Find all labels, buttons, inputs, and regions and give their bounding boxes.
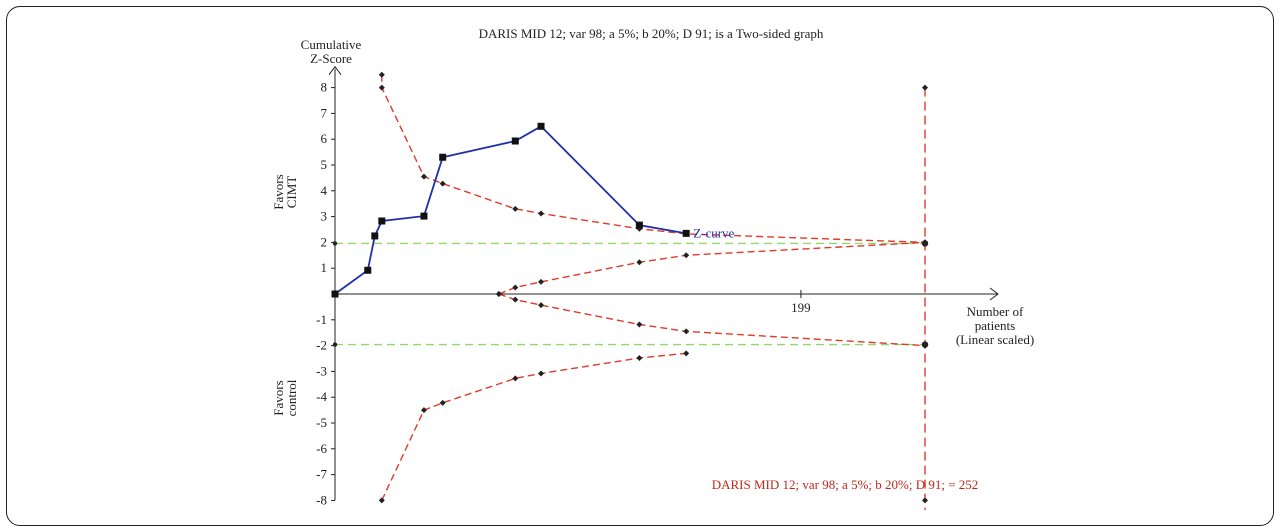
ris-marker-3 <box>922 497 928 504</box>
y-tick-label-0: 8 <box>321 80 328 95</box>
z-curve-label: Z-curve <box>693 225 734 240</box>
x-axis-label-line1: Number of <box>967 304 1024 319</box>
x-tick-label-199: 199 <box>791 300 811 315</box>
futility-lower-point-4 <box>683 328 690 335</box>
upper-boundary-point-2 <box>420 173 427 180</box>
upper-boundary-point-0 <box>378 71 385 78</box>
y-tick-label-12: -5 <box>316 415 327 430</box>
conventional-marker-lower <box>332 342 338 347</box>
lower-boundary-point-6 <box>683 350 690 357</box>
futility-lower-point-2 <box>538 302 545 309</box>
upper-boundary-point-1 <box>378 84 385 91</box>
favors-top-line1: Favors <box>271 174 286 209</box>
y-axis-label-line2: Z-Score <box>310 51 352 66</box>
y-axis-arrow <box>328 65 342 75</box>
y-tick-label-6: 2 <box>321 234 328 249</box>
futility-lower-point-3 <box>636 321 643 328</box>
y-tick-label-15: -8 <box>316 492 327 507</box>
futility-lower-line <box>498 293 926 347</box>
upper-boundary-point-5 <box>538 210 545 217</box>
ris-point-upper <box>921 240 929 247</box>
futility-upper-point-1 <box>512 284 519 291</box>
y-tick-label-4: 4 <box>321 183 328 198</box>
monitoring-boundaries <box>378 71 929 510</box>
x-axis-label-line3: (Linear scaled) <box>956 332 1034 347</box>
chart-title: DARIS MID 12; var 98; a 5%; b 20%; D 91;… <box>479 26 824 41</box>
z-curve-point-6 <box>511 137 519 145</box>
z-curve-point-2 <box>371 232 379 240</box>
favors-bottom-line1: Favors <box>271 380 286 415</box>
y-tick-label-5: 3 <box>321 209 328 224</box>
axes: 8 7 6 5 4 3 2 1 -1 -2 -3 -4 -5 -6 -7 -8 <box>316 65 999 507</box>
x-axis-label-line2: patients <box>975 318 1015 333</box>
futility-upper-line <box>498 241 926 295</box>
z-curve-point-8 <box>635 221 643 229</box>
ris-point-lower <box>921 341 929 348</box>
favors-bottom-label: Favors control <box>271 379 299 416</box>
lower-boundary-point-3 <box>512 375 519 382</box>
favors-top-label: Favors CIMT <box>271 174 299 209</box>
y-tick-label-7: 1 <box>321 260 328 275</box>
upper-boundary-point-3 <box>439 180 446 187</box>
tsa-chart: DARIS MID 12; var 98; a 5%; b 20%; D 91;… <box>271 26 1034 510</box>
y-tick-label-8: -1 <box>316 312 327 327</box>
lower-boundary-point-1 <box>420 407 427 414</box>
y-tick-label-11: -4 <box>316 389 327 404</box>
z-curve-point-9 <box>682 229 690 237</box>
y-tick-label-2: 6 <box>321 131 328 146</box>
conventional-marker-upper <box>332 241 338 246</box>
ris-marker-0 <box>922 84 928 91</box>
futility-upper-point-2 <box>538 278 545 285</box>
lower-boundary-point-5 <box>636 354 643 361</box>
lower-boundary-point-0 <box>378 497 385 504</box>
favors-bottom-line2: control <box>284 379 299 416</box>
z-curve-point-3 <box>378 217 386 225</box>
z-curve-line <box>334 125 687 295</box>
upper-boundary-line <box>381 74 926 244</box>
futility-upper-point-4 <box>683 252 690 259</box>
y-tick-label-9: -2 <box>316 338 327 353</box>
z-curve-point-5 <box>439 153 447 161</box>
upper-boundary-point-4 <box>512 205 519 212</box>
z-curve-point-4 <box>420 212 428 220</box>
y-tick-label-1: 7 <box>321 105 328 120</box>
z-curve <box>331 122 690 298</box>
y-axis-label-line1: Cumulative <box>301 37 362 52</box>
z-curve-point-7 <box>537 122 545 130</box>
z-curve-point-1 <box>364 266 372 274</box>
lower-boundary-point-4 <box>538 370 545 377</box>
lower-boundary-line <box>381 352 687 501</box>
futility-lower-point-0 <box>495 291 502 297</box>
y-tick-label-3: 5 <box>321 157 328 172</box>
y-tick-label-13: -6 <box>316 441 327 456</box>
y-tick-label-14: -7 <box>316 467 327 482</box>
lower-boundary-point-2 <box>439 399 446 406</box>
conventional-boundaries <box>332 241 925 347</box>
required-information-size-label: DARIS MID 12; var 98; a 5%; b 20%; D 91;… <box>712 477 979 492</box>
futility-lower-point-1 <box>512 296 519 303</box>
x-axis-arrow <box>989 287 999 301</box>
favors-top-line2: CIMT <box>284 176 299 209</box>
y-tick-label-10: -3 <box>316 363 327 378</box>
futility-upper-point-3 <box>636 259 643 266</box>
z-curve-point-0 <box>331 290 339 298</box>
